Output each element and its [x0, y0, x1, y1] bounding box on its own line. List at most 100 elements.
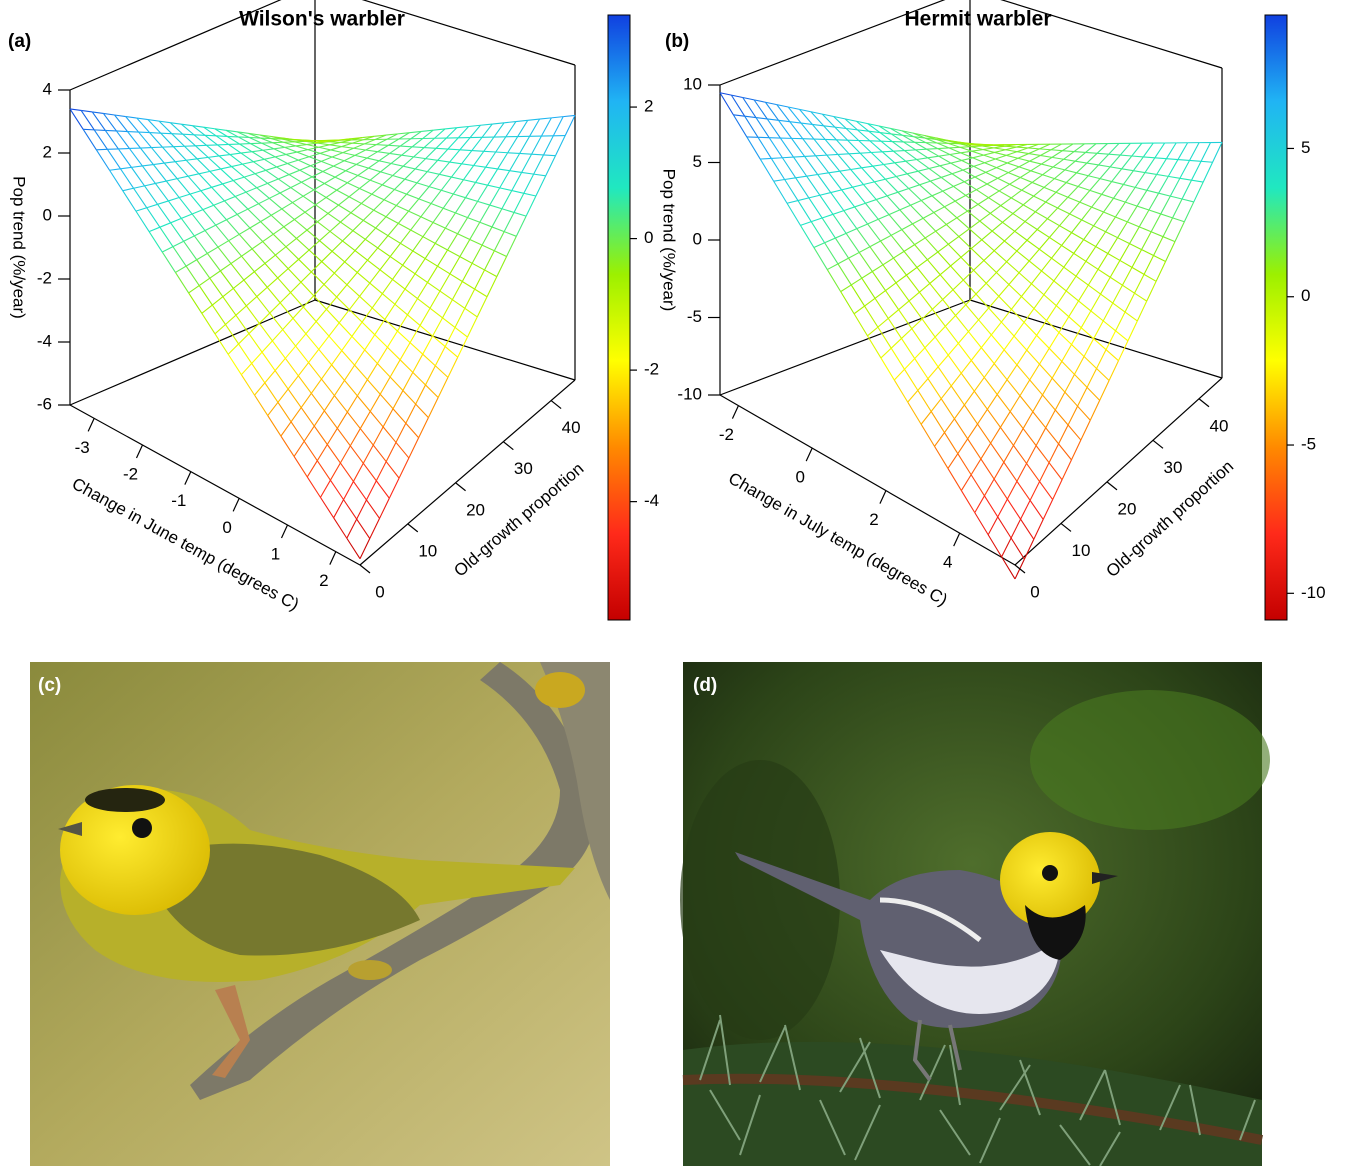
surface-mesh [1097, 253, 1109, 270]
surface-mesh [313, 284, 325, 297]
surface-mesh [1000, 308, 1012, 323]
surface-mesh [453, 193, 466, 199]
surface-mesh [281, 208, 295, 220]
surface-mesh [245, 305, 260, 324]
surface-mesh [881, 151, 896, 164]
surface-mesh [372, 426, 384, 446]
surface-mesh [193, 235, 208, 254]
surface-mesh [986, 183, 1000, 192]
surface-mesh [359, 538, 371, 559]
surface-mesh [148, 231, 163, 253]
surface-mesh [890, 234, 905, 252]
surface-mesh [331, 240, 343, 252]
surface-mesh [336, 427, 351, 447]
surface-mesh [346, 284, 360, 297]
surface-mesh [985, 171, 998, 179]
surface-mesh [299, 169, 313, 178]
surface-mesh [413, 156, 426, 160]
surface-mesh [988, 307, 1002, 323]
surface-mesh [296, 238, 310, 251]
surface-mesh [903, 251, 918, 268]
surface-mesh [910, 200, 922, 206]
surface-mesh [376, 346, 388, 364]
surface-mesh [193, 134, 207, 146]
surface-mesh [316, 444, 328, 461]
surface-mesh [399, 229, 412, 244]
surface-mesh [1064, 391, 1078, 407]
surface-mesh [1100, 276, 1111, 295]
surface-mesh [261, 142, 275, 150]
surface-mesh [1112, 284, 1123, 304]
surface-mesh [1069, 201, 1081, 215]
surface-mesh [333, 160, 345, 167]
surface-mesh [844, 118, 858, 131]
surface-mesh [135, 207, 147, 212]
surface-mesh [321, 156, 333, 162]
surface-mesh [1085, 246, 1097, 262]
surface-mesh [1033, 195, 1046, 203]
surface-mesh [1022, 428, 1037, 446]
surface-mesh [1165, 241, 1176, 262]
surface-mesh [414, 258, 426, 275]
surface-mesh [449, 161, 462, 165]
surface-mesh [956, 217, 970, 230]
surface-mesh [993, 250, 1007, 263]
surface-mesh [475, 181, 488, 186]
surface-mesh [926, 148, 940, 157]
surface-mesh [1123, 170, 1134, 185]
surface-mesh [182, 133, 194, 136]
surface-mesh [333, 272, 348, 286]
surface-mesh [1026, 335, 1038, 351]
surface-mesh [1004, 230, 1016, 242]
surface-mesh [874, 297, 889, 319]
surface-mesh [812, 123, 824, 127]
surface-mesh [204, 134, 218, 146]
surface-mesh [262, 149, 276, 158]
surface-mesh [877, 326, 892, 349]
surface-mesh [306, 460, 318, 478]
surface-mesh [181, 213, 193, 219]
surface-mesh [1074, 150, 1086, 153]
surface-mesh [264, 370, 276, 384]
surface-mesh [1012, 428, 1024, 446]
surface-mesh [503, 212, 515, 232]
surface-mesh [319, 230, 331, 242]
surface-mesh [564, 115, 576, 136]
surface-mesh [359, 428, 374, 446]
surface-mesh [174, 161, 189, 177]
surface-mesh [958, 236, 972, 249]
surface-mesh [260, 214, 272, 223]
surface-mesh [356, 379, 368, 397]
surface-mesh [883, 162, 895, 166]
surface-mesh [399, 359, 414, 373]
surface-mesh [1033, 186, 1045, 197]
surface-mesh [94, 129, 106, 131]
surface-mesh [1055, 305, 1070, 318]
surface-mesh [799, 225, 815, 248]
surface-mesh [985, 272, 997, 284]
surface-mesh [310, 160, 322, 167]
surface-mesh [392, 408, 407, 424]
surface-mesh [354, 250, 368, 261]
surface-mesh [1008, 166, 1020, 174]
surface-mesh [387, 346, 401, 361]
surface-mesh [872, 264, 884, 272]
surface-mesh [281, 137, 294, 141]
surface-mesh [353, 147, 366, 151]
surface-mesh [387, 235, 401, 244]
surface-mesh [1154, 157, 1167, 160]
surface-mesh [277, 388, 289, 403]
surface-mesh [179, 193, 191, 199]
surface-mesh [1035, 427, 1047, 446]
surface-mesh [1010, 296, 1022, 310]
surface-mesh [270, 135, 283, 140]
surface-mesh [1048, 443, 1060, 463]
surface-mesh [986, 394, 998, 410]
surface-mesh [1093, 338, 1107, 351]
surface-mesh [1099, 178, 1112, 183]
surface-mesh [379, 393, 394, 410]
surface-mesh [424, 243, 436, 259]
surface-mesh [929, 274, 941, 284]
surface-mesh [1033, 294, 1045, 309]
surface-mesh [1041, 156, 1053, 165]
